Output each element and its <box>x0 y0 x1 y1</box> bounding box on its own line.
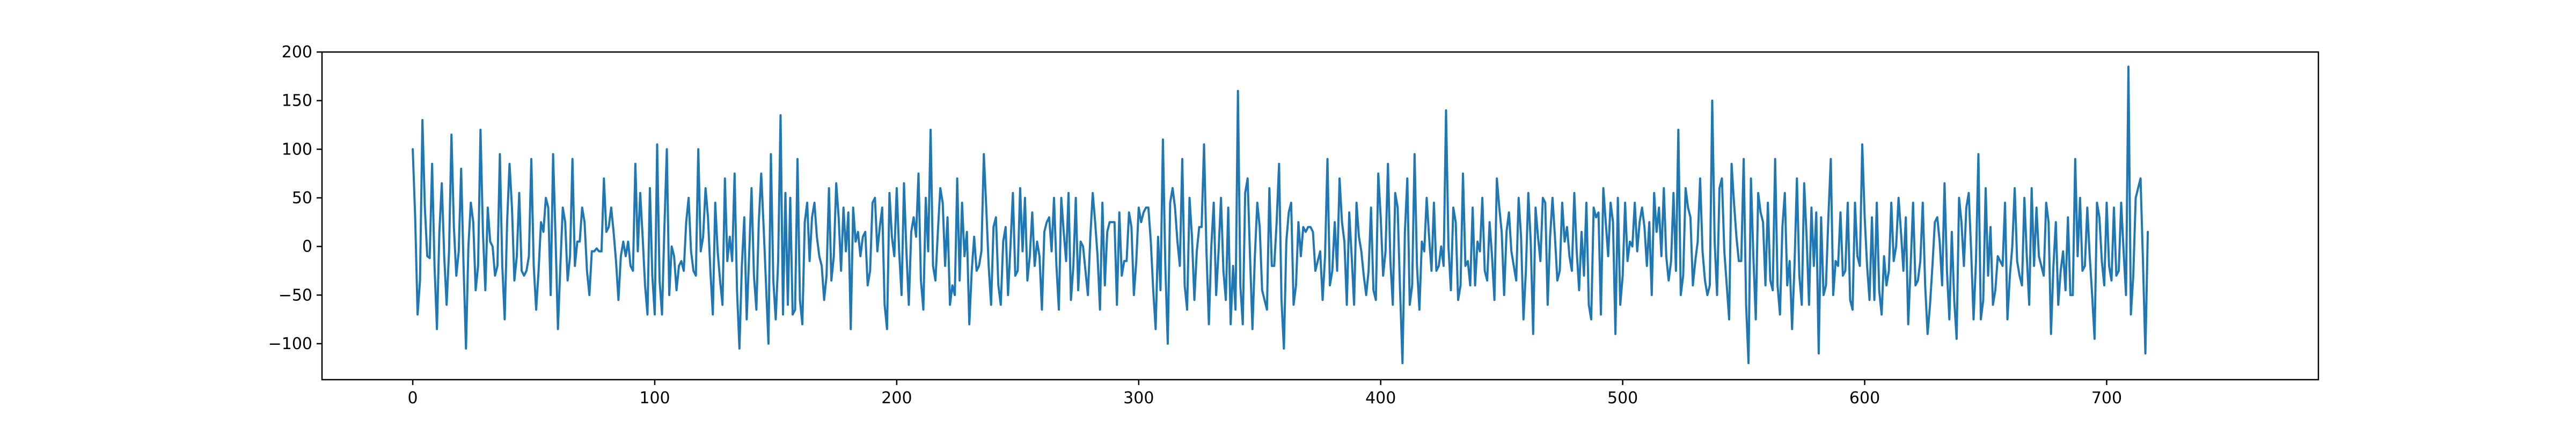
x-tick-label: 0 <box>408 389 418 408</box>
y-tick-label: 100 <box>282 140 312 159</box>
x-tick-label: 700 <box>2091 389 2122 408</box>
y-tick-label: −50 <box>279 286 312 305</box>
data-series-line <box>412 65 2149 365</box>
x-tick-label: 300 <box>1123 389 1154 408</box>
x-tick-label: 100 <box>639 389 670 408</box>
y-tick-label: 50 <box>292 189 312 208</box>
y-tick-label: 0 <box>302 238 312 256</box>
x-axis: 0 100 200 300 400 500 600 700 <box>408 380 2122 408</box>
x-tick-label: 400 <box>1365 389 1396 408</box>
y-tick-label: 200 <box>282 43 312 62</box>
y-tick-label: −100 <box>268 335 312 353</box>
x-tick-label: 200 <box>881 389 912 408</box>
y-axis: −100 −50 0 50 100 150 200 <box>268 43 322 353</box>
x-tick-label: 600 <box>1849 389 1880 408</box>
x-tick-label: 500 <box>1607 389 1638 408</box>
y-tick-label: 150 <box>282 92 312 110</box>
axes-frame <box>321 51 2319 381</box>
plot-area <box>321 51 2319 381</box>
